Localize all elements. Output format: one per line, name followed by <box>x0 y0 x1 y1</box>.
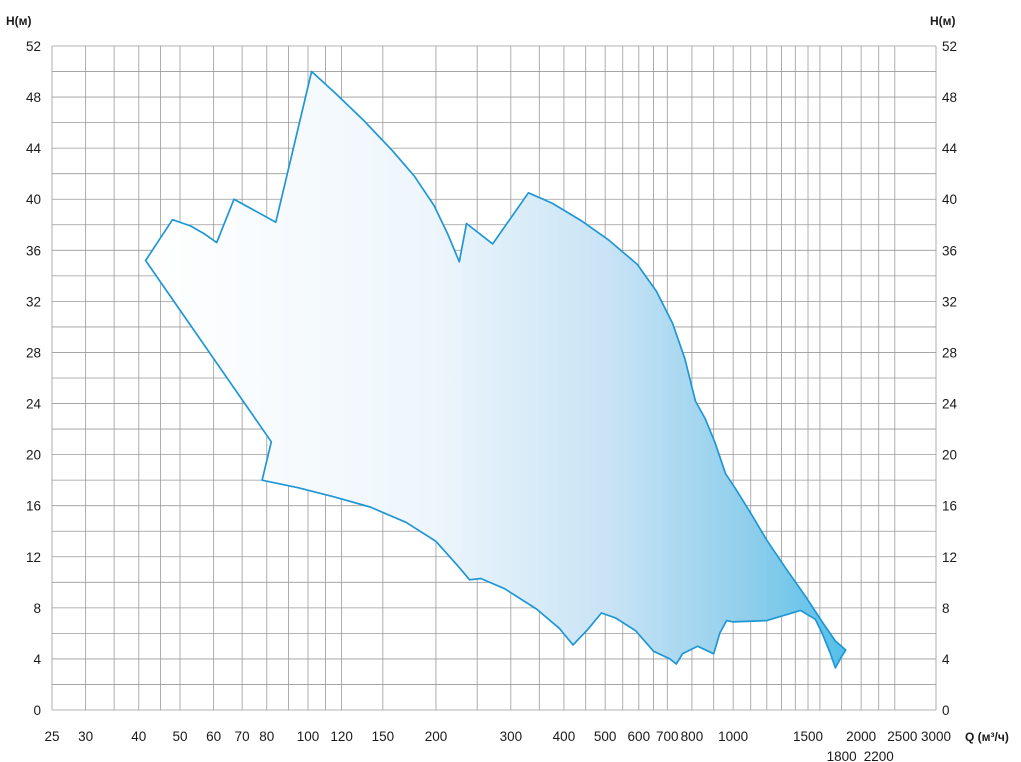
y-axis-title-left: H(м) <box>6 14 32 28</box>
x-tick-label: 30 <box>78 729 93 744</box>
x-tick-label: 150 <box>372 729 395 744</box>
x-axis-title: Q (м³/ч) <box>965 730 1009 744</box>
x-tick-label: 70 <box>235 729 250 744</box>
y-tick-label-left: 28 <box>26 345 41 360</box>
x-tick-label: 600 <box>628 729 651 744</box>
x-tick-label: 2200 <box>864 749 894 762</box>
x-tick-label: 200 <box>425 729 448 744</box>
y-tick-label-left: 40 <box>26 192 41 207</box>
x-tick-label: 3000 <box>921 729 951 744</box>
x-tick-label: 2000 <box>846 729 876 744</box>
x-tick-label: 700 <box>656 729 679 744</box>
x-axis: 25 30 40 50 60 70 80 100 120 150 200 300 400 500 600 70… <box>44 729 951 762</box>
y-tick-label-left: 24 <box>26 397 42 412</box>
y-tick-label-right: 44 <box>942 141 958 156</box>
x-tick-label: 80 <box>259 729 274 744</box>
x-tick-label: 400 <box>553 729 576 744</box>
x-tick-label: 800 <box>681 729 704 744</box>
y-tick-label-right: 16 <box>942 499 957 514</box>
y-tick-label-right: 32 <box>942 294 957 309</box>
operating-range-region <box>144 70 847 669</box>
x-tick-label: 25 <box>44 729 59 744</box>
y-tick-label-right: 24 <box>942 397 958 412</box>
x-tick-label: 50 <box>172 729 187 744</box>
y-tick-label-left: 44 <box>26 141 42 156</box>
y-tick-label-right: 8 <box>942 601 950 616</box>
y-tick-label-right: 40 <box>942 192 957 207</box>
y-tick-label-left: 8 <box>33 601 41 616</box>
y-tick-label-right: 48 <box>942 90 957 105</box>
y-tick-label-right: 28 <box>942 345 957 360</box>
x-tick-label: 100 <box>297 729 320 744</box>
x-tick-label: 300 <box>500 729 523 744</box>
x-tick-label: 1800 <box>827 749 857 762</box>
y-tick-label-left: 48 <box>26 90 41 105</box>
x-tick-label: 1500 <box>793 729 823 744</box>
performance-area <box>144 70 847 669</box>
x-tick-label: 2500 <box>887 729 917 744</box>
y-tick-label-right: 12 <box>942 550 957 565</box>
y-tick-label-left: 16 <box>26 499 41 514</box>
y-tick-label-right: 20 <box>942 448 957 463</box>
y-tick-label-left: 36 <box>26 243 41 258</box>
y-tick-label-right: 4 <box>942 652 950 667</box>
x-tick-label: 40 <box>131 729 146 744</box>
y-tick-label-left: 32 <box>26 294 41 309</box>
y-tick-label-left: 20 <box>26 448 41 463</box>
x-tick-label: 500 <box>594 729 617 744</box>
y-tick-label-right: 0 <box>942 703 950 718</box>
y-tick-label-right: 52 <box>942 39 957 54</box>
x-tick-label: 120 <box>330 729 353 744</box>
y-tick-label-right: 36 <box>942 243 957 258</box>
x-tick-label: 60 <box>206 729 221 744</box>
y-tick-label-left: 4 <box>33 652 41 667</box>
y-axis-title-right: H(м) <box>930 14 956 28</box>
y-tick-label-left: 12 <box>26 550 41 565</box>
x-tick-label: 1000 <box>718 729 748 744</box>
y-tick-label-left: 0 <box>33 703 41 718</box>
y-tick-label-left: 52 <box>26 39 41 54</box>
